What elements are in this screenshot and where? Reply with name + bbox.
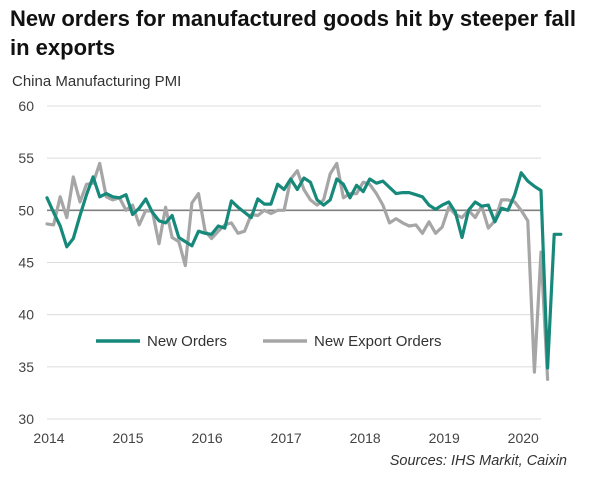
y-tick-label: 40	[18, 307, 34, 323]
y-tick-label: 45	[18, 255, 34, 271]
y-tick-label: 35	[18, 359, 34, 375]
x-tick-label: 2020	[508, 430, 539, 446]
legend-label: New Export Orders	[314, 333, 442, 350]
series-layer	[45, 161, 563, 381]
y-tick-label: 55	[18, 150, 34, 166]
x-tick-label: 2019	[429, 430, 460, 446]
y-tick-label: 50	[18, 202, 34, 218]
x-tick-label: 2015	[112, 430, 143, 446]
source-note: Sources: IHS Markit, Caixin	[389, 453, 567, 469]
y-axis-ticks: 30 35 40 45 50 55 60	[18, 98, 34, 427]
chart-title: New orders for manufactured goods hit by…	[10, 6, 576, 60]
x-tick-label: 2018	[350, 430, 381, 446]
grid-lines	[47, 105, 541, 420]
x-axis-ticks: 2014 2015 2016 2017 2018 2019 2020	[33, 430, 539, 446]
y-tick-label: 30	[18, 411, 34, 427]
x-tick-label: 2014	[33, 430, 64, 446]
y-tick-label: 60	[18, 98, 34, 114]
x-tick-label: 2017	[271, 430, 302, 446]
legend-label: New Orders	[147, 333, 227, 350]
chart-subtitle: China Manufacturing PMI	[12, 73, 182, 90]
x-tick-label: 2016	[192, 430, 223, 446]
chart-legend: New Orders New Export Orders	[96, 333, 442, 350]
series-line-new-orders	[45, 171, 563, 370]
